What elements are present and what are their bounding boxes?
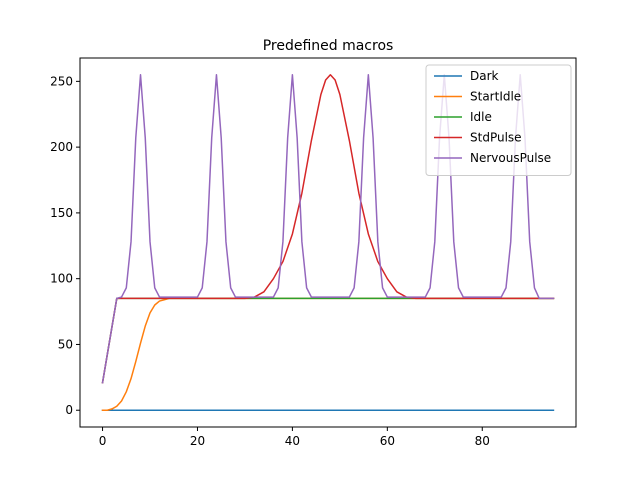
legend-label: Dark — [470, 69, 499, 83]
y-tick-label: 100 — [50, 272, 73, 286]
y-tick-label: 0 — [65, 403, 73, 417]
axes-frame — [79, 57, 577, 428]
legend-box — [425, 64, 572, 176]
legend: Dark StartIdle Idle StdPulse NervousPulse — [425, 64, 572, 176]
legend-label: StartIdle — [470, 90, 521, 104]
x-tick-label: 80 — [475, 434, 490, 448]
x-tick-label: 40 — [285, 434, 300, 448]
legend-label: StdPulse — [470, 131, 522, 145]
x-tick-label: 20 — [190, 434, 205, 448]
legend-label: Idle — [470, 110, 492, 124]
y-tick-label: 200 — [50, 140, 73, 154]
y-tick-label: 250 — [50, 74, 73, 88]
chart-title: Predefined macros — [263, 38, 394, 54]
series-line-nervouspulse — [101, 74, 555, 384]
y-tick-label: 50 — [58, 337, 73, 351]
legend-label: NervousPulse — [470, 151, 551, 165]
y-tick-label: 150 — [50, 206, 73, 220]
series-group — [101, 74, 555, 411]
series-line-stdpulse — [101, 74, 555, 384]
y-axis-ticks: 0 50 100 150 200 250 — [50, 74, 80, 417]
x-tick-label: 60 — [380, 434, 395, 448]
x-axis-ticks: 0 20 40 60 80 — [99, 427, 490, 448]
x-tick-label: 0 — [99, 434, 107, 448]
